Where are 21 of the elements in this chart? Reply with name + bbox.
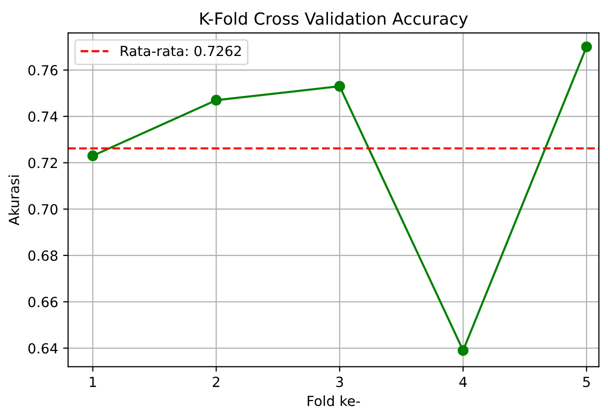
y-tick-label: 0.72 — [28, 158, 57, 168]
x-tick-label: 5 — [583, 376, 590, 388]
x-tick-label: 2 — [212, 376, 220, 387]
y-tick-label: 0.74 — [28, 111, 58, 122]
point — [458, 345, 468, 356]
y-tick-label: 0.76 — [28, 65, 58, 76]
point — [581, 41, 592, 52]
x-tick-label: 4 — [459, 376, 467, 387]
y-tick-label: 0.64 — [28, 343, 58, 354]
x-tick-label: 3 — [336, 376, 343, 388]
x-tick-label: 1 — [90, 376, 96, 387]
point — [334, 80, 346, 92]
x-axis-title: Fold ke- — [308, 395, 360, 406]
chart-title: K-Fold Cross Validation Accuracy — [200, 12, 468, 28]
point — [210, 94, 222, 106]
y-tick-label: 0.66 — [28, 296, 58, 308]
point — [87, 150, 98, 162]
legend-label: Rata-rata: 0.7262 — [120, 46, 241, 56]
y-axis-title: Akurasi — [8, 176, 20, 226]
y-tick-label: 0.68 — [28, 250, 58, 261]
y-tick-label: 0.70 — [28, 204, 58, 215]
